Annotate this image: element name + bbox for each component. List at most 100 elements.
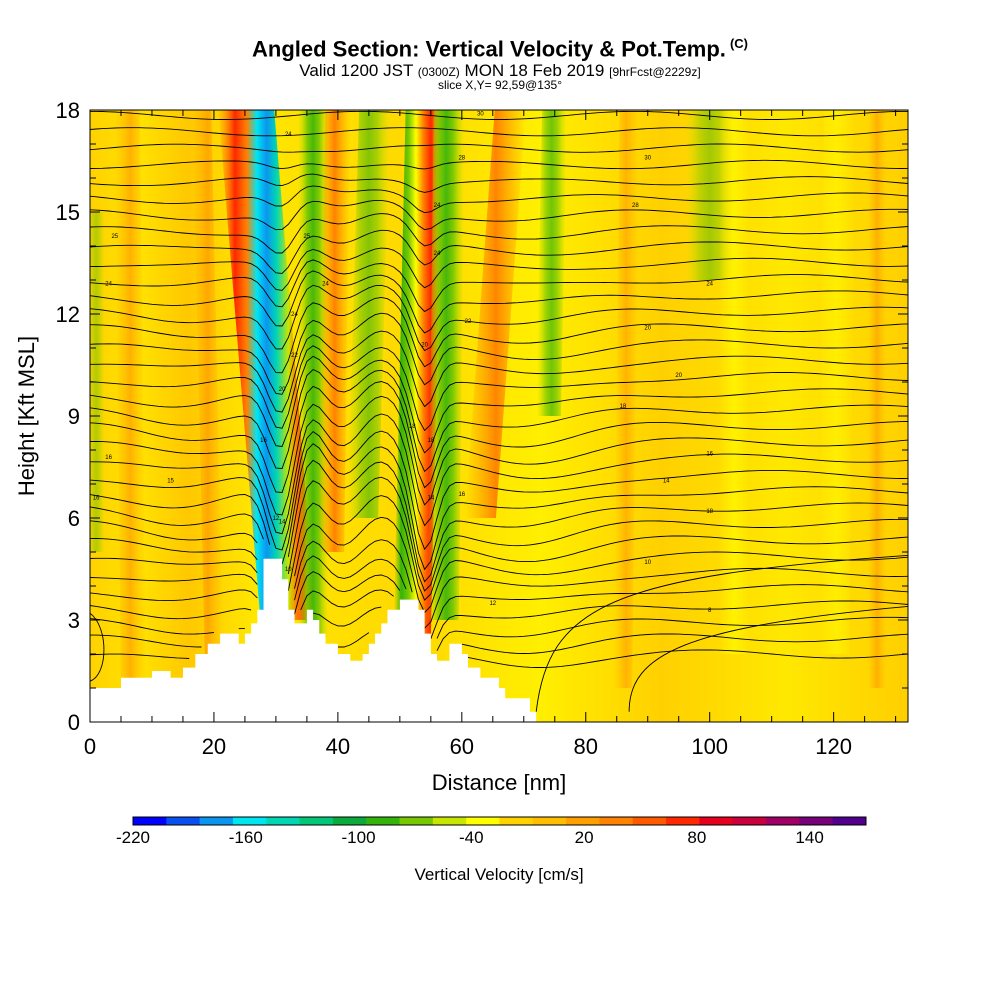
contour-label: 30 [477, 111, 484, 117]
theta-contour [90, 555, 908, 639]
theta-contour [90, 110, 908, 120]
contour-label: 16 [260, 438, 267, 444]
y-tick-label: 9 [68, 404, 80, 429]
colorbar-frame [132, 816, 867, 826]
colorbar-swatch [266, 817, 301, 825]
valid-time-line: Valid 1200 JST (0300Z) MON 18 Feb 2019 [… [299, 61, 701, 80]
contour-label: 16 [458, 492, 465, 498]
contour-label: 15 [167, 479, 174, 485]
colorbar-tick-label: 20 [575, 828, 594, 847]
theta-contour [628, 605, 908, 712]
theta-contour [90, 606, 908, 654]
contour-label: 22 [291, 353, 298, 359]
theta-contour [90, 296, 908, 374]
theta-contour [90, 247, 908, 291]
colorbar-swatch [332, 817, 367, 825]
slice-info: slice X,Y= 92,59@135° [437, 78, 563, 92]
theta-contour [90, 516, 908, 614]
colorbar-tick-label: -220 [116, 828, 150, 847]
contour-label: 25 [111, 234, 118, 240]
y-axis-title: Height [Kft MSL] [14, 336, 39, 496]
contour-label: 28 [458, 156, 465, 162]
contour-label: 18 [620, 404, 627, 410]
contour-label: 14 [427, 496, 434, 502]
contour-label: 28 [632, 203, 639, 209]
x-tick-label: 120 [815, 734, 852, 759]
x-tick-label: 60 [450, 734, 474, 759]
x-tick-label: 0 [84, 734, 96, 759]
x-tick-label: 100 [691, 734, 728, 759]
theta-contour [90, 185, 908, 214]
theta-contour [90, 270, 908, 334]
colorbar-swatch [599, 817, 634, 825]
colorbar-swatch [799, 817, 834, 825]
theta-contour [90, 284, 908, 352]
theta-contour [90, 430, 908, 551]
contour-label: 22 [465, 319, 472, 325]
contour-label: 20 [421, 343, 428, 349]
theta-contour [90, 413, 908, 535]
contour-label: 12 [273, 516, 280, 522]
colorbar-swatch [566, 817, 600, 825]
colorbar-tick-label: -160 [229, 828, 263, 847]
theta-contour [90, 312, 908, 395]
theta-contour [90, 589, 908, 651]
theta-contour [535, 554, 908, 712]
theta-contour [90, 259, 908, 313]
colorbar-swatch [299, 817, 334, 825]
orange-band-65 [464, 110, 526, 518]
potential-temperature-contours [90, 110, 908, 712]
contour-label: 24 [434, 251, 441, 257]
y-tick-label: 3 [68, 608, 80, 633]
theta-contour [90, 459, 908, 583]
x-tick-label: 40 [326, 734, 350, 759]
contour-label: 30 [644, 156, 651, 162]
contour-label: 12 [489, 601, 496, 607]
theta-contour [90, 368, 908, 473]
x-axis-title: Distance [nm] [432, 770, 567, 795]
colorbar-swatch [732, 817, 767, 825]
theta-contour [90, 539, 908, 629]
contour-label: 14 [663, 479, 670, 485]
contour-label: 20 [279, 387, 286, 393]
yellow-band-120 [818, 110, 856, 654]
colorbar-swatch [499, 817, 534, 825]
theta-contour [90, 476, 908, 592]
theta-contour [90, 199, 908, 231]
colorbar-swatch [133, 817, 167, 825]
contour-label: 24 [291, 312, 298, 318]
contour-label: 24 [706, 281, 713, 287]
colorbar-tick-label: 80 [687, 828, 706, 847]
theta-contour [90, 330, 908, 413]
colorbar-swatch [699, 817, 734, 825]
chart-title: Angled Section: Vertical Velocity & Pot.… [252, 36, 748, 62]
theta-contour [90, 213, 908, 254]
theta-contour [90, 443, 908, 571]
theta-contour [90, 395, 908, 516]
theta-contour [90, 355, 908, 454]
contour-label: 24 [322, 281, 329, 287]
colorbar-swatch [366, 817, 401, 825]
contour-labels: 24 30 28 30 24 28 25 25 24 24 24 24 24 22 20 20 22 20 20 18… [93, 111, 714, 613]
colorbar: -220 -160 -100 -40 20 80 140 [116, 816, 867, 847]
contour-label: 24 [285, 132, 292, 138]
contour-label: 25 [304, 234, 311, 240]
contour-label: 24 [105, 281, 112, 287]
colorbar-swatch [832, 817, 867, 825]
colorbar-tick-label: -100 [342, 828, 376, 847]
yellow-band-104 [718, 110, 750, 654]
theta-contour [90, 143, 908, 153]
contour-label: 10 [644, 560, 651, 566]
colorbar-swatch [766, 817, 800, 825]
contour-label: 20 [675, 373, 682, 379]
colorbar-swatch [532, 817, 567, 825]
colorbar-swatch [632, 817, 667, 825]
theta-contour [90, 229, 908, 274]
colorbar-swatch [432, 817, 467, 825]
y-tick-label: 18 [56, 98, 80, 123]
vertical-velocity-field [90, 110, 908, 722]
colorbar-title: Vertical Velocity [cm/s] [414, 865, 583, 884]
plume-west [218, 110, 317, 620]
theta-contour [90, 345, 908, 432]
